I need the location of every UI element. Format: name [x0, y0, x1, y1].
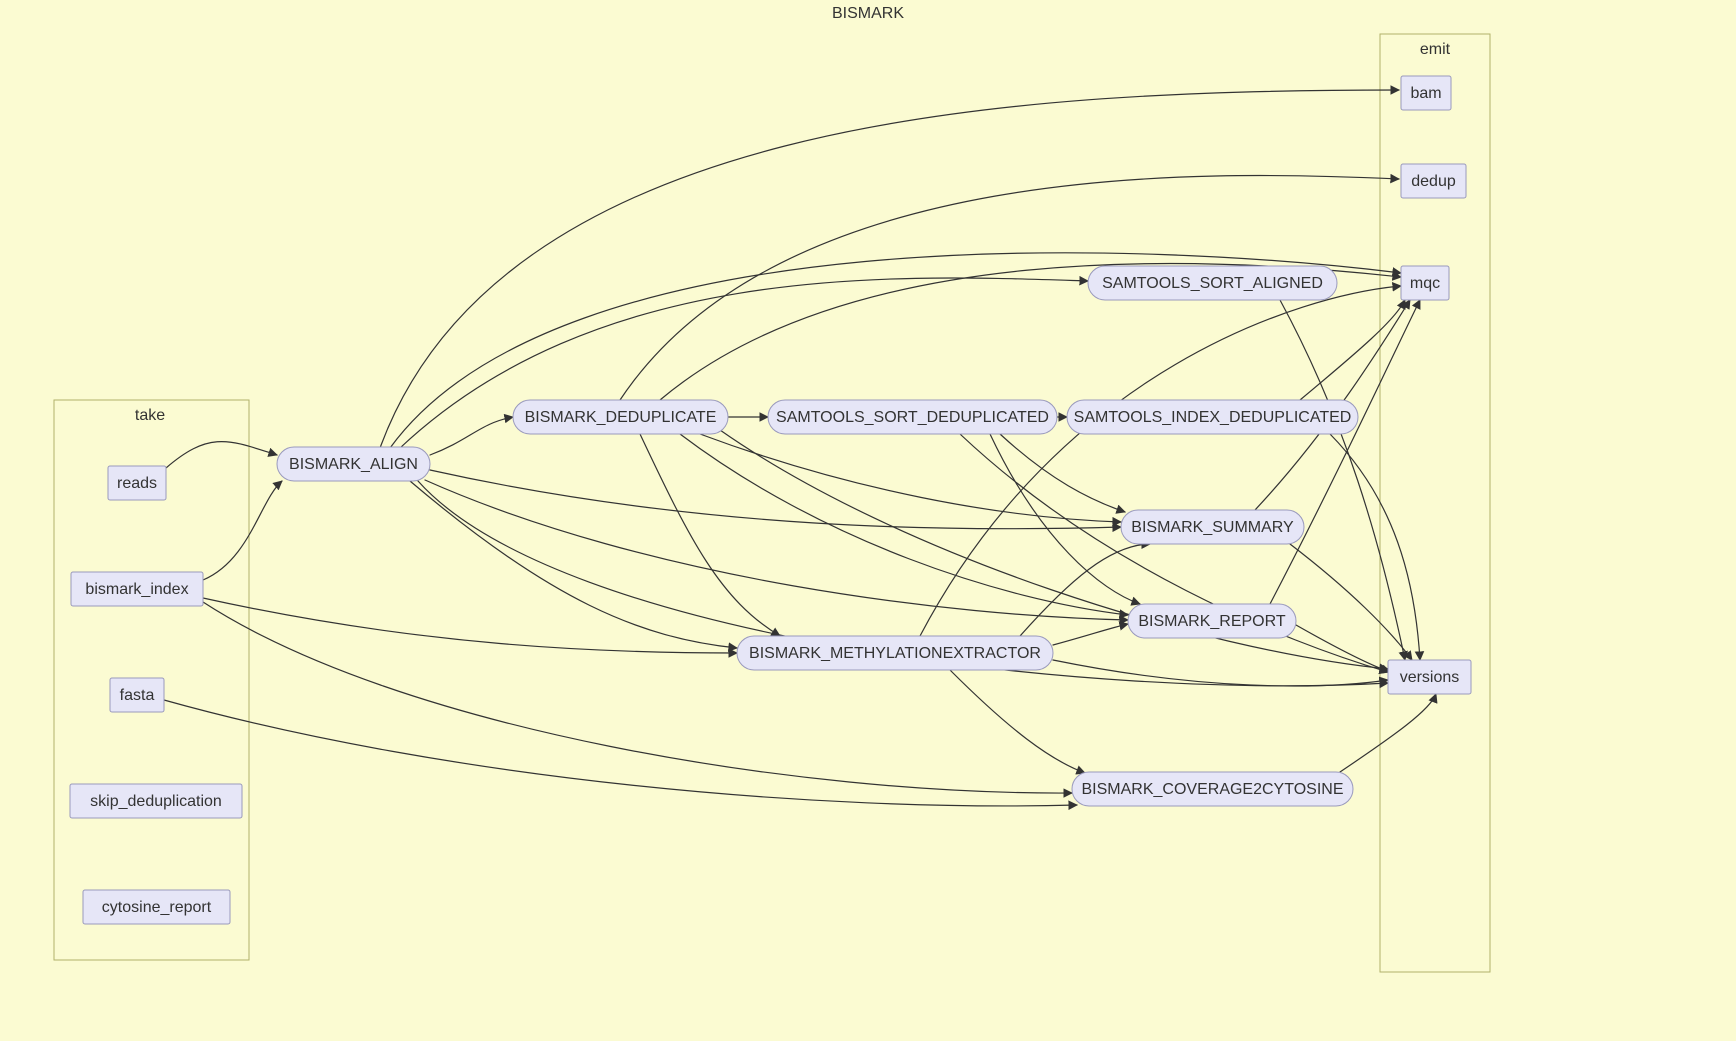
node-label-BISMARK_METHEXT: BISMARK_METHYLATIONEXTRACTOR: [749, 645, 1041, 662]
node-label-BISMARK_SUMMARY: BISMARK_SUMMARY: [1131, 519, 1294, 536]
node-label-mqc: mqc: [1410, 275, 1440, 292]
node-label-BISMARK_ALIGN: BISMARK_ALIGN: [289, 456, 418, 473]
node-label-dedup: dedup: [1411, 173, 1456, 190]
node-label-SAMTOOLS_INDEX_DEDUP: SAMTOOLS_INDEX_DEDUPLICATED: [1074, 409, 1352, 426]
node-label-BISMARK_COV2CYT: BISMARK_COVERAGE2CYTOSINE: [1082, 781, 1344, 798]
node-label-SAMTOOLS_SORT_DEDUP: SAMTOOLS_SORT_DEDUPLICATED: [776, 409, 1049, 426]
diagram-title: BISMARK: [832, 5, 904, 22]
node-label-bismark_index: bismark_index: [85, 581, 188, 598]
node-label-reads: reads: [117, 475, 157, 492]
node-label-fasta: fasta: [120, 687, 155, 704]
node-label-bam: bam: [1410, 85, 1441, 102]
node-label-skip_dedup: skip_deduplication: [90, 793, 222, 810]
group-label-emit: emit: [1420, 41, 1451, 58]
node-label-SAMTOOLS_SORT_ALIGN: SAMTOOLS_SORT_ALIGNED: [1102, 275, 1323, 292]
node-label-BISMARK_REPORT: BISMARK_REPORT: [1138, 613, 1286, 630]
group-label-take: take: [135, 407, 165, 424]
node-label-versions: versions: [1400, 669, 1460, 686]
node-label-cytosine_report: cytosine_report: [102, 899, 212, 916]
node-label-BISMARK_DEDUP: BISMARK_DEDUPLICATE: [525, 409, 717, 426]
diagram-canvas: BISMARK take emit reads bismark_indexfasta sk…: [0, 0, 1736, 1041]
